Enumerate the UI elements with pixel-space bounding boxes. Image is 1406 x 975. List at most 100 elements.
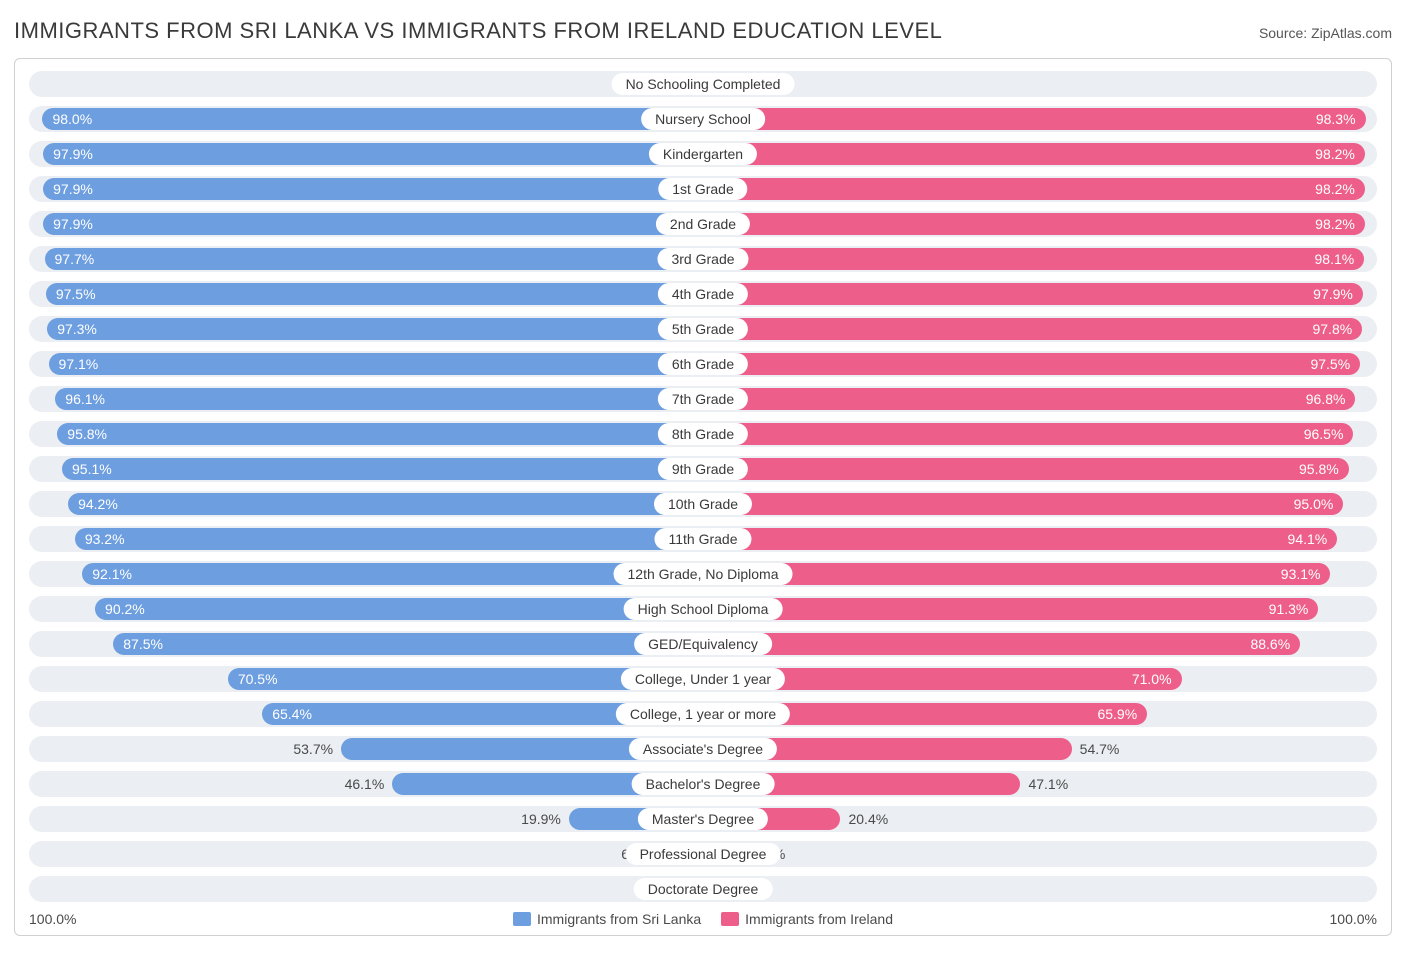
bar-left	[49, 353, 703, 375]
value-left: 90.2%	[95, 596, 145, 622]
bar-right	[703, 108, 1366, 130]
value-left: 97.9%	[43, 141, 93, 167]
value-left: 97.3%	[47, 316, 97, 342]
category-label: Kindergarten	[649, 143, 757, 165]
value-left: 70.5%	[228, 666, 278, 692]
bar-row: 98.0%98.3%Nursery School	[29, 106, 1377, 132]
value-left: 96.1%	[55, 386, 105, 412]
bar-left	[95, 598, 703, 620]
bar-row: 53.7%54.7%Associate's Degree	[29, 736, 1377, 762]
bar-right	[703, 528, 1337, 550]
bar-row: 97.1% 97.5% 6th Grade	[29, 351, 1377, 377]
value-left: 97.5%	[46, 281, 96, 307]
bar-right	[703, 318, 1362, 340]
bar-right	[703, 248, 1364, 270]
category-label: 6th Grade	[658, 353, 748, 375]
value-right: 93.1%	[1281, 561, 1331, 587]
bar-left	[82, 563, 703, 585]
bar-left	[46, 283, 703, 305]
legend-item-left: Immigrants from Sri Lanka	[513, 911, 701, 927]
bar-left	[43, 143, 703, 165]
value-right: 98.2%	[1315, 176, 1365, 202]
value-right: 97.9%	[1313, 281, 1363, 307]
bar-row: 46.1%47.1%Bachelor's Degree	[29, 771, 1377, 797]
value-right: 88.6%	[1250, 631, 1300, 657]
bar-row: 92.1%93.1%12th Grade, No Diploma	[29, 561, 1377, 587]
value-right: 71.0%	[1132, 666, 1182, 692]
value-left: 98.0%	[42, 106, 92, 132]
category-label: 2nd Grade	[656, 213, 750, 235]
category-label: College, 1 year or more	[616, 703, 790, 725]
category-label: Professional Degree	[626, 843, 781, 865]
value-right: 94.1%	[1288, 526, 1338, 552]
category-label: 7th Grade	[658, 388, 748, 410]
category-label: 1st Grade	[658, 178, 747, 200]
value-right: 96.5%	[1304, 421, 1354, 447]
bar-row: 90.2%91.3%High School Diploma	[29, 596, 1377, 622]
bar-right	[703, 458, 1349, 480]
bar-row: 65.4% 65.9% College, 1 year or more	[29, 701, 1377, 727]
value-right: 98.2%	[1315, 211, 1365, 237]
bar-row: 6.2%6.3%Professional Degree	[29, 841, 1377, 867]
value-right: 65.9%	[1097, 701, 1147, 727]
category-label: College, Under 1 year	[621, 668, 785, 690]
category-label: 11th Grade	[654, 528, 751, 550]
category-label: No Schooling Completed	[612, 73, 795, 95]
legend-swatch-left	[513, 912, 531, 926]
bar-row: 97.9% 98.2% 1st Grade	[29, 176, 1377, 202]
source-attribution: Source: ZipAtlas.com	[1259, 25, 1392, 41]
axis-max-left: 100.0%	[29, 911, 76, 927]
category-label: Bachelor's Degree	[632, 773, 775, 795]
bar-row: 70.5% 71.0% College, Under 1 year	[29, 666, 1377, 692]
bar-left	[113, 633, 703, 655]
value-left: 19.9%	[521, 806, 569, 832]
value-left: 65.4%	[262, 701, 312, 727]
value-left: 97.9%	[43, 211, 93, 237]
category-label: GED/Equivalency	[634, 633, 772, 655]
value-right: 98.3%	[1316, 106, 1366, 132]
value-right: 97.5%	[1310, 351, 1360, 377]
bar-right	[703, 598, 1318, 620]
bar-right	[703, 353, 1360, 375]
bar-row: 97.9% 98.2% 2nd Grade	[29, 211, 1377, 237]
bar-row: 87.5% 88.6% GED/Equivalency	[29, 631, 1377, 657]
bar-left	[47, 318, 703, 340]
bar-right	[703, 423, 1353, 445]
value-right: 96.8%	[1306, 386, 1356, 412]
category-label: 3rd Grade	[657, 248, 748, 270]
bar-right	[703, 388, 1355, 410]
category-label: 4th Grade	[658, 283, 748, 305]
value-right: 98.2%	[1315, 141, 1365, 167]
value-right: 54.7%	[1072, 736, 1120, 762]
value-right: 91.3%	[1269, 596, 1319, 622]
value-left: 87.5%	[113, 631, 163, 657]
bar-row: 97.9% 98.2% Kindergarten	[29, 141, 1377, 167]
value-left: 97.1%	[49, 351, 99, 377]
chart-title: IMMIGRANTS FROM SRI LANKA VS IMMIGRANTS …	[14, 18, 942, 44]
bar-left	[68, 493, 703, 515]
bar-left	[57, 423, 703, 445]
category-label: Master's Degree	[638, 808, 768, 830]
category-label: Doctorate Degree	[634, 878, 773, 900]
bar-row: 97.7%98.1%3rd Grade	[29, 246, 1377, 272]
legend-item-right: Immigrants from Ireland	[721, 911, 893, 927]
value-left: 97.9%	[43, 176, 93, 202]
source-name: ZipAtlas.com	[1311, 25, 1392, 41]
bar-left	[45, 248, 703, 270]
bar-row: 97.5% 97.9% 4th Grade	[29, 281, 1377, 307]
value-left: 97.7%	[45, 246, 95, 272]
bar-row: 2.0%1.8%No Schooling Completed	[29, 71, 1377, 97]
category-label: 5th Grade	[658, 318, 748, 340]
bar-right	[703, 143, 1365, 165]
value-right: 47.1%	[1020, 771, 1068, 797]
value-right: 97.8%	[1312, 316, 1362, 342]
bar-row: 2.8%2.5%Doctorate Degree	[29, 876, 1377, 902]
bar-row: 19.9%20.4%Master's Degree	[29, 806, 1377, 832]
category-label: 9th Grade	[658, 458, 748, 480]
value-right: 95.8%	[1299, 456, 1349, 482]
value-left: 92.1%	[82, 561, 132, 587]
bar-right	[703, 283, 1363, 305]
bar-left	[62, 458, 703, 480]
bar-left	[55, 388, 703, 410]
legend-swatch-right	[721, 912, 739, 926]
